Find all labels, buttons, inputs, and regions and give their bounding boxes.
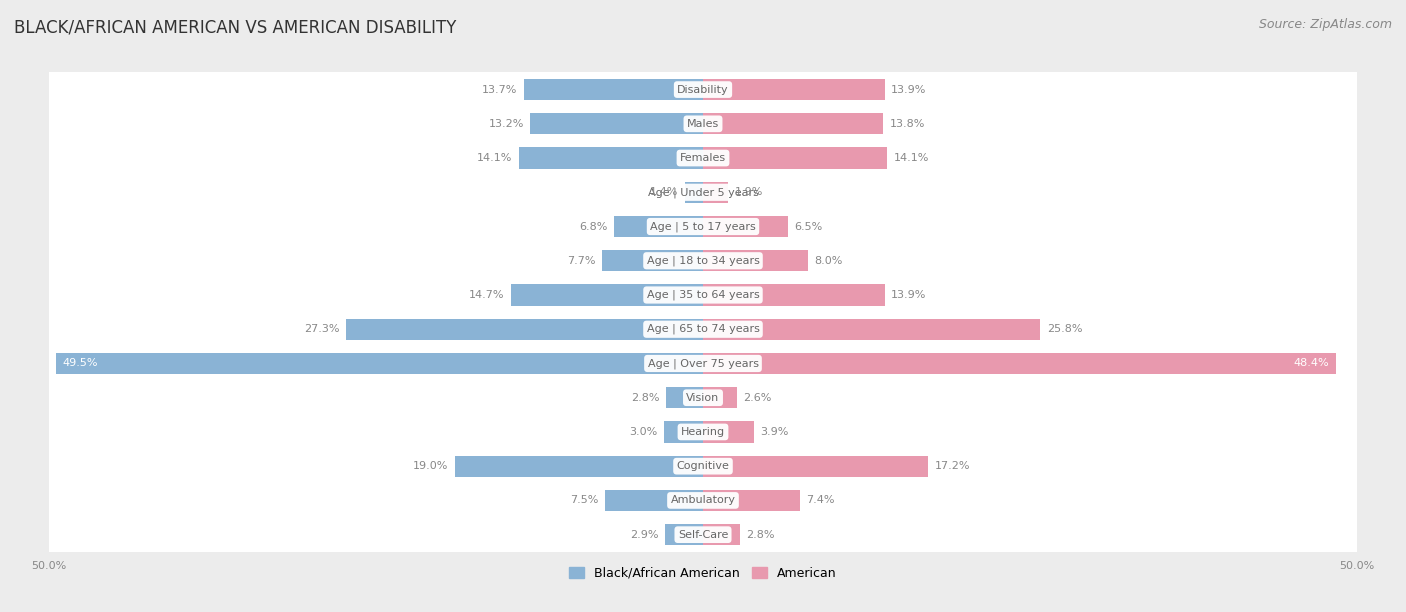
- Text: 2.9%: 2.9%: [630, 529, 658, 540]
- Text: Age | Over 75 years: Age | Over 75 years: [648, 358, 758, 368]
- Text: 49.5%: 49.5%: [62, 359, 98, 368]
- Text: 13.8%: 13.8%: [890, 119, 925, 129]
- Bar: [703, 79, 884, 100]
- Text: 13.2%: 13.2%: [488, 119, 524, 129]
- Bar: [22, 449, 1384, 483]
- Text: 14.1%: 14.1%: [894, 153, 929, 163]
- Bar: [685, 182, 703, 203]
- Text: Cognitive: Cognitive: [676, 461, 730, 471]
- Bar: [703, 490, 800, 511]
- Bar: [703, 421, 754, 442]
- Bar: [703, 319, 1040, 340]
- Bar: [510, 285, 703, 305]
- Bar: [22, 141, 1384, 175]
- Bar: [22, 381, 1384, 415]
- Text: 2.8%: 2.8%: [631, 393, 659, 403]
- Text: 6.5%: 6.5%: [794, 222, 823, 231]
- Text: Age | 18 to 34 years: Age | 18 to 34 years: [647, 256, 759, 266]
- Text: 1.9%: 1.9%: [734, 187, 763, 197]
- Text: 14.1%: 14.1%: [477, 153, 512, 163]
- Legend: Black/African American, American: Black/African American, American: [564, 562, 842, 585]
- Text: 14.7%: 14.7%: [468, 290, 505, 300]
- Bar: [703, 285, 884, 305]
- Text: Source: ZipAtlas.com: Source: ZipAtlas.com: [1258, 18, 1392, 31]
- Bar: [605, 490, 703, 511]
- Bar: [614, 216, 703, 237]
- Text: BLACK/AFRICAN AMERICAN VS AMERICAN DISABILITY: BLACK/AFRICAN AMERICAN VS AMERICAN DISAB…: [14, 18, 457, 36]
- Text: 48.4%: 48.4%: [1294, 359, 1329, 368]
- Text: 13.9%: 13.9%: [891, 84, 927, 95]
- Bar: [524, 79, 703, 100]
- Bar: [22, 175, 1384, 209]
- Bar: [703, 250, 807, 271]
- Bar: [454, 455, 703, 477]
- Text: 2.6%: 2.6%: [744, 393, 772, 403]
- Bar: [703, 147, 887, 169]
- Text: 7.7%: 7.7%: [567, 256, 596, 266]
- Text: Age | 5 to 17 years: Age | 5 to 17 years: [650, 222, 756, 232]
- Bar: [22, 346, 1384, 381]
- Bar: [703, 524, 740, 545]
- Bar: [22, 415, 1384, 449]
- Text: 1.4%: 1.4%: [650, 187, 678, 197]
- Bar: [22, 106, 1384, 141]
- Bar: [664, 421, 703, 442]
- Text: 8.0%: 8.0%: [814, 256, 842, 266]
- Bar: [519, 147, 703, 169]
- Bar: [703, 387, 737, 408]
- Text: Self-Care: Self-Care: [678, 529, 728, 540]
- Bar: [703, 113, 883, 135]
- Bar: [703, 216, 787, 237]
- Bar: [22, 72, 1384, 106]
- Text: Hearing: Hearing: [681, 427, 725, 437]
- Text: Age | Under 5 years: Age | Under 5 years: [648, 187, 758, 198]
- Text: 13.7%: 13.7%: [482, 84, 517, 95]
- Bar: [703, 182, 728, 203]
- Bar: [56, 353, 703, 374]
- Text: 19.0%: 19.0%: [412, 461, 449, 471]
- Bar: [22, 518, 1384, 552]
- Bar: [666, 387, 703, 408]
- Text: 6.8%: 6.8%: [579, 222, 607, 231]
- Text: Age | 35 to 64 years: Age | 35 to 64 years: [647, 289, 759, 300]
- Text: Males: Males: [688, 119, 718, 129]
- Bar: [602, 250, 703, 271]
- Text: 3.0%: 3.0%: [628, 427, 657, 437]
- Text: 25.8%: 25.8%: [1047, 324, 1083, 334]
- Text: Females: Females: [681, 153, 725, 163]
- Bar: [22, 483, 1384, 518]
- Bar: [703, 455, 928, 477]
- Bar: [22, 312, 1384, 346]
- Text: Age | 65 to 74 years: Age | 65 to 74 years: [647, 324, 759, 335]
- Text: 7.5%: 7.5%: [569, 496, 599, 506]
- Text: Ambulatory: Ambulatory: [671, 496, 735, 506]
- Bar: [22, 244, 1384, 278]
- Text: Disability: Disability: [678, 84, 728, 95]
- Text: 17.2%: 17.2%: [935, 461, 970, 471]
- Text: 2.8%: 2.8%: [747, 529, 775, 540]
- Text: 13.9%: 13.9%: [891, 290, 927, 300]
- Text: 7.4%: 7.4%: [806, 496, 835, 506]
- Bar: [530, 113, 703, 135]
- Text: 3.9%: 3.9%: [761, 427, 789, 437]
- Bar: [346, 319, 703, 340]
- Bar: [703, 353, 1336, 374]
- Bar: [665, 524, 703, 545]
- Text: Vision: Vision: [686, 393, 720, 403]
- Bar: [22, 278, 1384, 312]
- Text: 27.3%: 27.3%: [304, 324, 339, 334]
- Bar: [22, 209, 1384, 244]
